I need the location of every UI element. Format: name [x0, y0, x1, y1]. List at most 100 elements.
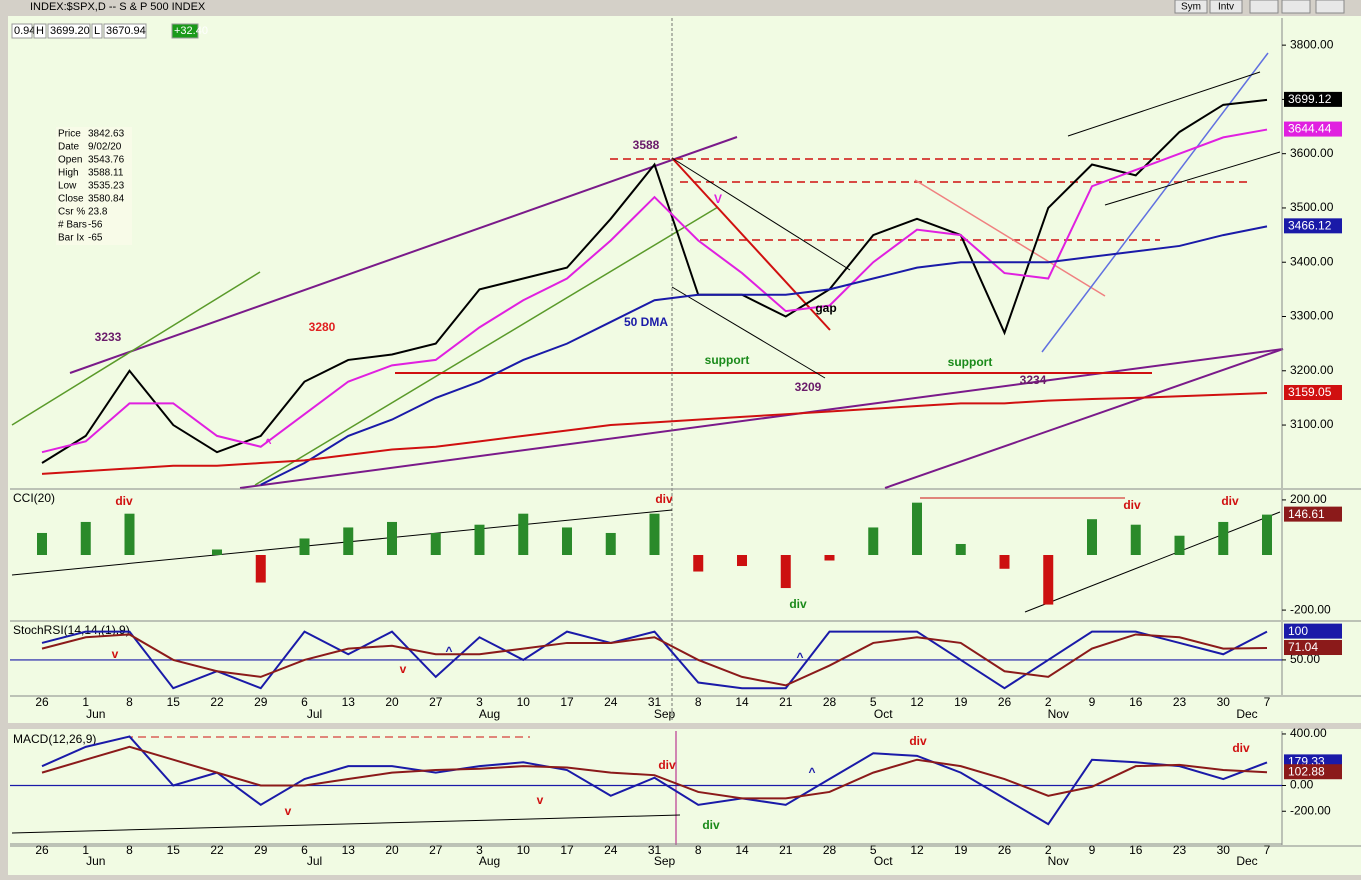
x-tick-label: 26: [35, 843, 49, 857]
series-line: [41, 633, 1268, 687]
x-tick-label: 31: [648, 843, 662, 857]
month-label: Aug: [479, 854, 500, 868]
header-field-box: [33, 23, 47, 39]
x-tick-label: 12: [910, 843, 924, 857]
x-tick-label: 17: [560, 843, 574, 857]
header-field-box: [11, 23, 33, 39]
bar: [737, 555, 747, 567]
trend-line: [1067, 71, 1261, 137]
bar: [999, 555, 1010, 569]
info-value: -56: [88, 220, 103, 231]
intv-button[interactable]: [1209, 0, 1243, 14]
x-tick-label: 10: [517, 843, 531, 857]
series-line: [41, 391, 1268, 475]
annotation: div: [1232, 741, 1250, 755]
series-line: [41, 98, 1268, 464]
value-tag: [1284, 91, 1342, 107]
x-tick-label: 23: [1173, 695, 1187, 709]
maximize-button[interactable]: [1281, 0, 1311, 14]
bar: [299, 538, 310, 555]
x-tick-label: 8: [695, 695, 702, 709]
value-tag: [1284, 384, 1342, 400]
annotation: div: [1221, 494, 1239, 508]
series-line: [41, 128, 1268, 454]
x-tick-label: 22: [210, 695, 224, 709]
x-tick-label: 9: [1089, 843, 1096, 857]
annotation: V: [714, 192, 722, 206]
x-tick-label: 20: [385, 695, 399, 709]
month-label: Dec: [1236, 707, 1257, 721]
intv-label[interactable]: Intv: [1218, 2, 1234, 13]
trend-line: [884, 348, 1284, 489]
x-tick-label: 15: [167, 843, 181, 857]
x-tick-label: 6: [301, 695, 308, 709]
header-field-box: [171, 23, 199, 39]
pane-title: StochRSI(14,14,(1),9): [13, 623, 130, 637]
header-field: 3670.94: [106, 25, 146, 37]
x-tick-label: 27: [429, 843, 443, 857]
x-tick-label: 22: [210, 843, 224, 857]
annotation: v: [285, 804, 292, 818]
x-tick-label: 1: [82, 843, 89, 857]
series-line: [41, 735, 1268, 826]
info-value: 23.8: [88, 207, 108, 218]
month-label: Oct: [874, 854, 893, 868]
x-tick-label: 6: [301, 843, 308, 857]
x-tick-label: 29: [254, 843, 268, 857]
header-field: L: [94, 25, 100, 37]
info-box: Price 3842.63 Date 9/02/20 Open 3543.76 High 35…: [56, 127, 132, 245]
header-field-box: [91, 23, 103, 39]
bar: [518, 513, 529, 555]
series-line: [260, 225, 1268, 486]
value-tag-label: 3644.44: [1288, 122, 1332, 136]
bar: [387, 521, 397, 555]
x-tick-label: 19: [954, 843, 968, 857]
bar: [474, 524, 485, 555]
close-button[interactable]: [1315, 0, 1345, 14]
bar: [1087, 519, 1097, 555]
sym-button[interactable]: [1174, 0, 1208, 14]
title-bar: [0, 0, 1361, 14]
bar: [693, 555, 704, 572]
y-tick-label: 3800.00: [1290, 37, 1334, 51]
value-tag-label: 3466.12: [1288, 219, 1332, 233]
month-label: Jul: [307, 854, 322, 868]
bar: [37, 532, 47, 555]
x-tick-label: 7: [1264, 695, 1271, 709]
y-tick-label: 200.00: [1290, 492, 1327, 506]
bar: [343, 527, 354, 555]
trend-line: [69, 136, 738, 374]
x-tick-label: 26: [998, 695, 1012, 709]
bar: [1218, 521, 1229, 555]
annotation: ^: [808, 765, 815, 779]
sym-label[interactable]: Sym: [1181, 2, 1201, 13]
trend-line: [1104, 151, 1281, 206]
month-label: Jul: [307, 707, 322, 721]
annotation: v: [400, 662, 407, 676]
header-field-box: [103, 23, 147, 39]
x-tick-label: 21: [779, 695, 793, 709]
info-label: Bar Ix: [58, 233, 84, 244]
month-label: Dec: [1236, 854, 1257, 868]
x-tick-label: 16: [1129, 695, 1143, 709]
info-label: Csr %: [58, 207, 85, 218]
x-tick-label: 19: [954, 695, 968, 709]
header-field-box: [47, 23, 91, 39]
value-tag-label: 3159.05: [1288, 385, 1332, 399]
annotation: ^: [445, 644, 452, 658]
annotation: ^: [264, 436, 271, 450]
minimize-button[interactable]: [1249, 0, 1279, 14]
bar: [605, 532, 616, 555]
bar: [1262, 514, 1272, 555]
annotation: support: [948, 355, 993, 369]
annotation: div: [1123, 498, 1141, 512]
info-value: 3580.84: [88, 194, 125, 205]
bar: [649, 513, 660, 555]
bar: [868, 527, 879, 555]
value-tag: [1284, 640, 1342, 656]
header-field: H: [36, 25, 44, 37]
value-tag-label: 146.61: [1288, 507, 1325, 521]
annotation: div: [789, 597, 807, 611]
annotation: v: [112, 647, 119, 661]
bar: [124, 513, 135, 555]
